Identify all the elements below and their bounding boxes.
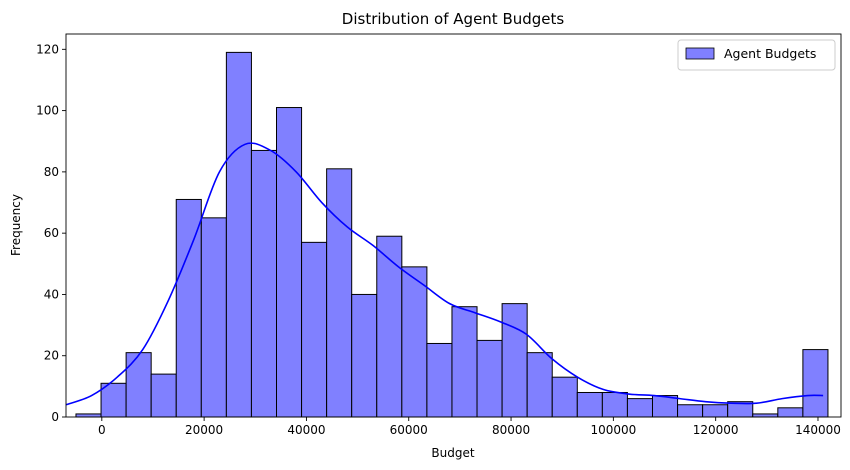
- histogram-bar: [802, 349, 829, 418]
- histogram-bar: [702, 404, 729, 418]
- chart-title: Distribution of Agent Budgets: [342, 10, 565, 28]
- y-tick-label: 80: [44, 165, 59, 179]
- plot-area: 0 20000 40000 60000 80000 100000 120000 140000 …: [36, 33, 842, 437]
- y-tick-label: 0: [51, 410, 59, 424]
- y-tick-label: 60: [44, 226, 59, 240]
- histogram-bar: [301, 241, 328, 418]
- histogram-bar: [752, 413, 779, 418]
- histogram-bar: [276, 107, 303, 418]
- x-tick-label: 140000: [795, 423, 841, 437]
- histogram-bar: [501, 303, 528, 418]
- x-tick-label: 80000: [492, 423, 530, 437]
- histogram-bar: [651, 395, 679, 418]
- legend-box: [677, 39, 836, 71]
- histogram-bar: [225, 51, 252, 418]
- x-tick-label: 20000: [185, 423, 223, 437]
- histogram-bar: [476, 339, 503, 418]
- histogram-bar: [401, 266, 428, 418]
- y-tick-label: 40: [44, 287, 59, 301]
- histogram-bar: [677, 404, 704, 418]
- x-axis-ticks: 0 20000 40000 60000 80000 100000 120000 140000: [98, 417, 841, 437]
- y-tick-label: 100: [36, 104, 59, 118]
- x-tick-label: 60000: [390, 423, 428, 437]
- histogram-bar: [100, 382, 127, 418]
- x-tick-label: 120000: [693, 423, 739, 437]
- histogram-bar: [75, 413, 102, 418]
- histogram-bars: [75, 51, 829, 418]
- histogram-bar: [551, 376, 578, 418]
- histogram-bar: [125, 352, 152, 418]
- legend-label: Agent Budgets: [724, 46, 816, 61]
- histogram-bar: [150, 373, 177, 418]
- x-tick-label: 100000: [590, 423, 636, 437]
- histogram-bar: [175, 198, 202, 418]
- y-tick-label: 120: [36, 42, 59, 56]
- y-axis-ticks: 0 20 40 60 80 100 120: [36, 42, 66, 424]
- histogram-bar: [526, 352, 553, 418]
- histogram-bar: [426, 342, 453, 418]
- histogram-bar: [351, 293, 378, 418]
- kde-curve: [65, 142, 824, 406]
- histogram-bar: [626, 398, 653, 418]
- y-axis-label: Frequency: [9, 194, 23, 256]
- histogram-bar: [601, 391, 628, 418]
- histogram-bar: [451, 306, 478, 418]
- x-tick-label: 40000: [287, 423, 325, 437]
- histogram-bar: [777, 407, 804, 418]
- histogram-bar: [326, 168, 353, 418]
- x-tick-label: 0: [98, 423, 106, 437]
- legend: Agent Budgets: [677, 39, 836, 71]
- histogram-bar: [376, 235, 403, 418]
- histogram-bar: [250, 149, 278, 418]
- x-axis-label: Budget: [431, 446, 474, 460]
- histogram-bar: [576, 391, 603, 418]
- y-tick-label: 20: [44, 349, 59, 363]
- histogram-bar: [200, 217, 227, 418]
- plot-frame: [65, 33, 842, 418]
- legend-swatch: [685, 47, 715, 60]
